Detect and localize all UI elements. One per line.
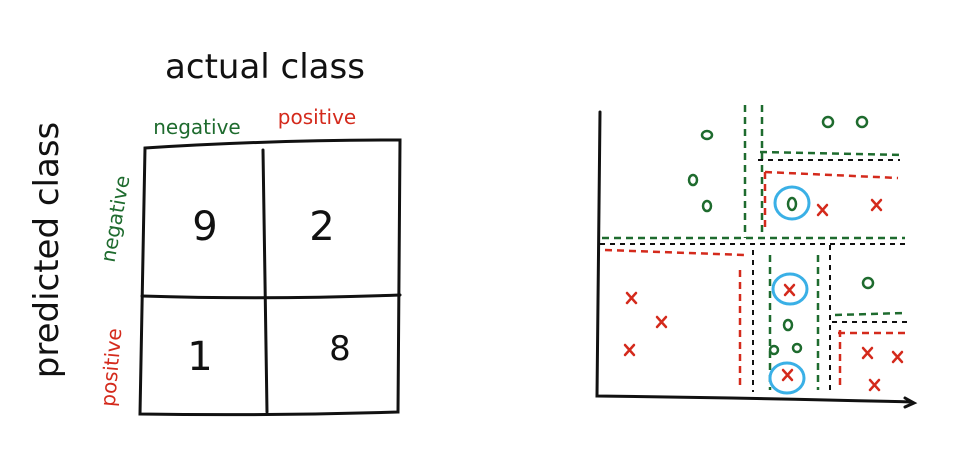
column-label: positive: [278, 105, 356, 129]
cell: 1: [187, 334, 212, 380]
cell: 2: [309, 204, 334, 250]
predicted-class-title: predicted class: [27, 122, 67, 379]
matrix-divider: [261, 148, 269, 414]
column-label: negative: [153, 115, 240, 139]
actual-class-title: actual class: [165, 47, 365, 87]
matrix-border: [138, 138, 402, 417]
class-x-points: [623, 198, 904, 392]
support-highlights: [768, 185, 811, 395]
boundary: [764, 170, 899, 180]
axes: [595, 110, 918, 409]
class-o-points: [687, 115, 875, 356]
sketch-plot: [595, 105, 918, 409]
cell: 9: [192, 204, 217, 250]
cell: 8: [329, 329, 351, 369]
matrix-divider: [140, 293, 402, 300]
